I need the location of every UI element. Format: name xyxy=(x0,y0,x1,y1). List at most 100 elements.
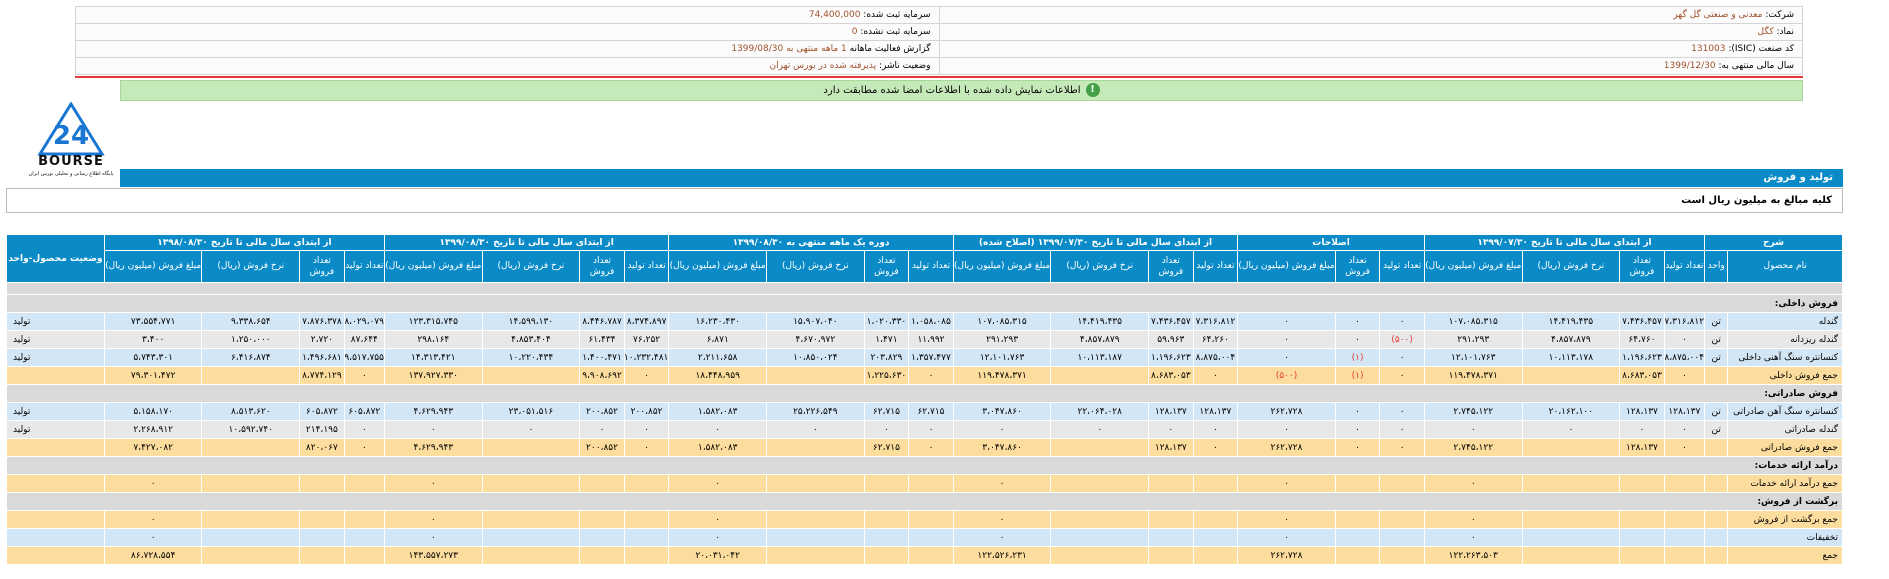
table-cell: ۶۴،۷۶۰ xyxy=(1619,330,1665,349)
col-sub-header: تعداد تولید xyxy=(343,250,385,283)
table-cell: ۰ xyxy=(383,510,483,529)
table-cell: ۱،۲۲۵،۶۳۰ xyxy=(863,366,910,385)
table-cell: ۰ xyxy=(103,474,203,493)
table-cell: ۱۲،۱۰۱،۷۶۳ xyxy=(952,348,1052,367)
table-cell: ۰ xyxy=(383,420,483,439)
table-row xyxy=(6,282,1843,295)
col-sub-header: نرخ فروش (ریال) xyxy=(1050,250,1150,283)
table-cell xyxy=(343,546,385,565)
table-cell xyxy=(863,510,910,529)
table-cell: ۱۴،۵۹۹،۱۳۰ xyxy=(481,312,581,331)
table-cell: ۱،۱۹۶،۶۲۳ xyxy=(1148,348,1194,367)
table-cell: ۲،۷۲۰ xyxy=(299,330,345,349)
table-cell: ۸۷،۶۴۴ xyxy=(343,330,385,349)
table-cell xyxy=(579,528,625,547)
product-name: جمع فروش داخلی xyxy=(1727,366,1843,385)
table-cell xyxy=(201,474,301,493)
header-row-groups: شرح از ابتدای سال مالی تا تاریخ ۱۳۹۹/۰۷/۳… xyxy=(6,234,1843,283)
table-cell xyxy=(1379,474,1425,493)
table-cell xyxy=(1334,510,1381,529)
table-cell xyxy=(1050,366,1150,385)
table-cell: ۰ xyxy=(103,510,203,529)
table-cell: ۱،۳۵۷،۴۷۷ xyxy=(908,348,954,367)
table-cell: ۰ xyxy=(1148,420,1194,439)
table-cell: ۳،۰۴۷،۸۶۰ xyxy=(952,402,1052,421)
table-cell: ۲۳،۰۵۱،۵۱۶ xyxy=(481,402,581,421)
table-cell: ۷،۴۳۶،۴۵۷ xyxy=(1148,312,1194,331)
table-cell xyxy=(481,546,581,565)
table-cell: ۴،۸۵۷،۸۷۹ xyxy=(1050,330,1150,349)
table-cell xyxy=(481,474,581,493)
table-row: گندله صادراتی تن ۰ ۰ ۰ ۰ ۰ ۰ ۰ ۰ ۰ ۰ ۰ ۰ ۰ ۰ ۰ ۰ ۰ ۰ ۰ ۰ ۲۱۴،۱… xyxy=(6,420,1843,439)
product-name: گندله صادراتی xyxy=(1727,420,1843,439)
table-cell: ۲۹۱،۲۹۳ xyxy=(1423,330,1523,349)
table-cell: ۶۲،۷۱۵ xyxy=(863,438,910,457)
table-cell xyxy=(343,510,385,529)
svg-text:24: 24 xyxy=(53,121,89,151)
table-cell: ۰ xyxy=(1050,420,1150,439)
table-cell: ۱۰،۵۹۲،۷۴۰ xyxy=(201,420,301,439)
table-cell: ۴،۸۵۷،۸۷۹ xyxy=(1521,330,1621,349)
table-cell xyxy=(1050,438,1150,457)
table-cell: ۰ xyxy=(343,438,385,457)
table-cell: ۰ xyxy=(1192,420,1239,439)
table-cell xyxy=(1619,546,1665,565)
info-left-cell: سرمایه ثبت شده: 74,400,000 xyxy=(75,6,940,24)
table-cell: ۲،۷۴۵،۱۲۲ xyxy=(1423,438,1523,457)
table-cell: ۰ xyxy=(1379,312,1425,331)
table-cell: ۱۲۸،۱۳۷ xyxy=(1192,402,1239,421)
table-cell xyxy=(766,366,865,385)
table-cell xyxy=(201,510,301,529)
table-cell: ۹،۹۰۸،۶۹۲ xyxy=(579,366,625,385)
table-cell xyxy=(863,546,910,565)
table-cell xyxy=(1334,474,1381,493)
table-row: فروش داخلی: xyxy=(6,294,1843,313)
info-left-cell: سرمایه ثبت نشده: 0 xyxy=(75,23,940,41)
table-row: کنسانتره سنگ آهن صادراتی تن ۱۲۸،۱۳۷ ۱۲۸،۱۳۷… xyxy=(6,402,1843,421)
table-row: گندله ریزدانه تن ۰ ۶۴،۷۶۰ ۴،۸۵۷،۸۷۹ ۲۹۱،۲۹۳ (۵… xyxy=(6,330,1843,349)
table-cell xyxy=(1521,528,1621,547)
table-cell: ۱۰،۲۳۲،۴۸۱ xyxy=(623,348,670,367)
col-sub-header: مبلغ فروش (میلیون ریال) xyxy=(383,250,483,283)
notice-text: اطلاعات نمایش داده شده با اطلاعات امضا ش… xyxy=(823,85,1081,96)
table-cell: ۸،۶۸۳،۰۵۳ xyxy=(1148,366,1194,385)
product-status: تولید xyxy=(6,420,105,439)
table-cell xyxy=(766,546,865,565)
table-cell xyxy=(343,474,385,493)
info-row: سال مالی منتهی به: 1399/12/30 وضعیت ناشر:… xyxy=(75,57,1803,75)
table-cell: ۳،۴۰۰ xyxy=(103,330,203,349)
table-cell: ۰ xyxy=(1237,420,1336,439)
table-cell: ۱۱۹،۴۷۸،۳۷۱ xyxy=(952,366,1052,385)
info-row: کد صنعت (ISIC): 131003 گزارش فعالیت ماهان… xyxy=(75,40,1803,58)
table-cell xyxy=(481,366,581,385)
table-cell xyxy=(299,510,345,529)
section-label: برگشت از فروش: xyxy=(6,492,1843,511)
table-cell xyxy=(1379,546,1425,565)
info-label: سال مالی منتهی به: xyxy=(1718,61,1794,71)
table-cell: ۸،۰۲۹،۰۷۹ xyxy=(343,312,385,331)
table-cell: ۱۴،۴۱۹،۴۳۵ xyxy=(1050,312,1150,331)
table-cell: ۰ xyxy=(908,366,954,385)
table-cell xyxy=(623,474,670,493)
table-cell xyxy=(201,528,301,547)
table-cell: ۲۰۰،۸۵۲ xyxy=(623,402,670,421)
info-value: معدنی و صنعتی گل گهر xyxy=(1673,10,1763,20)
table-cell: ۰ xyxy=(908,438,954,457)
table-cell: ۰ xyxy=(1379,420,1425,439)
logo-subtitle: پایگاه اطلاع رسانی و تحلیلی بورس ایران xyxy=(28,171,114,177)
table-cell: ۶،۸۷۱ xyxy=(668,330,768,349)
table-cell xyxy=(1663,528,1706,547)
table-cell xyxy=(1619,474,1665,493)
table-cell xyxy=(343,528,385,547)
table-cell: ۶،۴۱۶،۸۷۴ xyxy=(201,348,301,367)
table-cell: ۰ xyxy=(1237,312,1336,331)
table-cell: ۱،۵۸۲،۰۸۳ xyxy=(668,438,768,457)
table-cell xyxy=(1379,528,1425,547)
table-cell: ۰ xyxy=(668,474,768,493)
col-sub-header: تعداد تولید xyxy=(1663,250,1706,283)
table-cell: ۸،۴۴۶،۷۸۷ xyxy=(579,312,625,331)
table-cell: ۱،۰۲۰،۳۳۰ xyxy=(863,312,910,331)
table-cell: ۱،۴۷۱ xyxy=(863,330,910,349)
table-cell: ۱۰،۱۱۳،۱۸۷ xyxy=(1050,348,1150,367)
